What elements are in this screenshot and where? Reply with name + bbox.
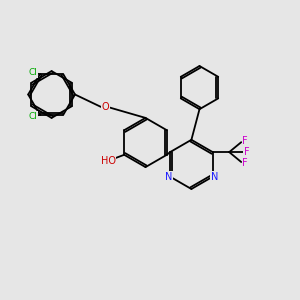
Text: O: O	[102, 102, 110, 112]
Text: HO: HO	[101, 156, 116, 166]
Text: F: F	[242, 158, 248, 169]
Text: F: F	[244, 147, 249, 157]
Text: Cl: Cl	[29, 68, 38, 77]
Text: N: N	[211, 172, 218, 182]
Text: F: F	[242, 136, 248, 146]
Text: Cl: Cl	[29, 112, 38, 121]
Text: N: N	[165, 172, 172, 182]
